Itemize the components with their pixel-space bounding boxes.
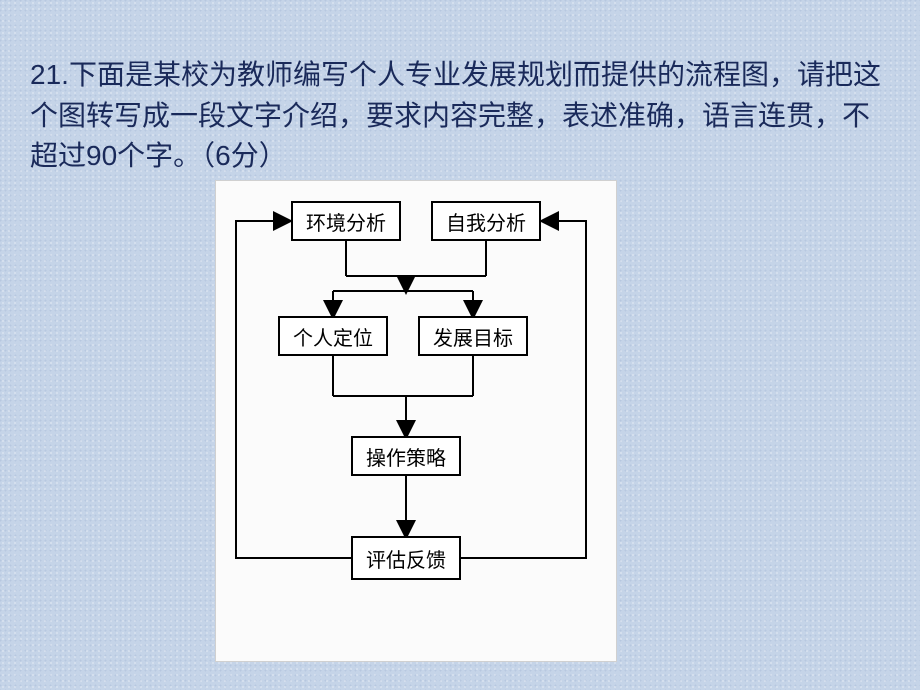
node-strat: 操作策略 <box>351 436 461 476</box>
question-body: 下面是某校为教师编写个人专业发展规划而提供的流程图，请把这个图转写成一段文字介绍… <box>30 59 881 171</box>
flowchart-diagram: 环境分析 自我分析 个人定位 发展目标 操作策略 评估反馈 <box>215 180 617 662</box>
flowchart-svg <box>216 181 616 661</box>
node-goal: 发展目标 <box>418 316 528 356</box>
question-number: 21. <box>30 59 69 90</box>
node-eval: 评估反馈 <box>351 536 461 580</box>
node-self: 自我分析 <box>431 201 541 241</box>
question-text: 21.下面是某校为教师编写个人专业发展规划而提供的流程图，请把这个图转写成一段文… <box>30 55 890 177</box>
node-pos: 个人定位 <box>278 316 388 356</box>
node-env: 环境分析 <box>291 201 401 241</box>
